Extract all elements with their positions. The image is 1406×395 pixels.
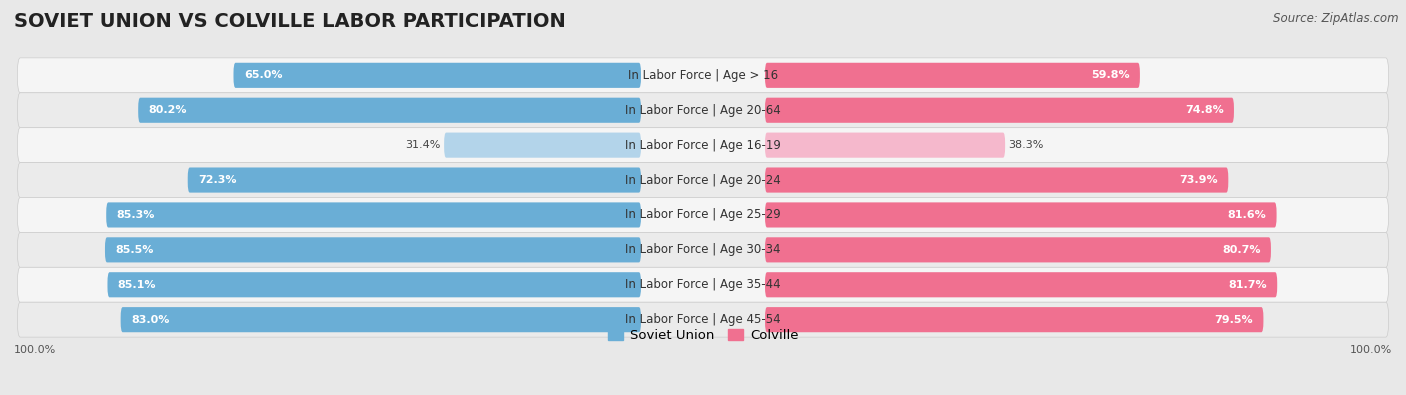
FancyBboxPatch shape <box>17 128 1389 163</box>
Text: In Labor Force | Age > 16: In Labor Force | Age > 16 <box>628 69 778 82</box>
Text: 100.0%: 100.0% <box>1350 345 1392 355</box>
FancyBboxPatch shape <box>765 307 1264 332</box>
Text: In Labor Force | Age 45-54: In Labor Force | Age 45-54 <box>626 313 780 326</box>
Text: 65.0%: 65.0% <box>243 70 283 80</box>
FancyBboxPatch shape <box>107 202 641 228</box>
Text: 73.9%: 73.9% <box>1180 175 1218 185</box>
Text: 74.8%: 74.8% <box>1185 105 1223 115</box>
Text: 80.7%: 80.7% <box>1222 245 1261 255</box>
FancyBboxPatch shape <box>17 232 1389 267</box>
FancyBboxPatch shape <box>17 198 1389 232</box>
Text: 85.3%: 85.3% <box>117 210 155 220</box>
FancyBboxPatch shape <box>107 272 641 297</box>
Text: In Labor Force | Age 30-34: In Labor Force | Age 30-34 <box>626 243 780 256</box>
FancyBboxPatch shape <box>765 98 1234 123</box>
FancyBboxPatch shape <box>138 98 641 123</box>
Text: 72.3%: 72.3% <box>198 175 236 185</box>
Text: In Labor Force | Age 20-64: In Labor Force | Age 20-64 <box>626 104 780 117</box>
Text: Source: ZipAtlas.com: Source: ZipAtlas.com <box>1274 12 1399 25</box>
Text: 85.5%: 85.5% <box>115 245 153 255</box>
FancyBboxPatch shape <box>765 133 1005 158</box>
FancyBboxPatch shape <box>121 307 641 332</box>
Text: SOVIET UNION VS COLVILLE LABOR PARTICIPATION: SOVIET UNION VS COLVILLE LABOR PARTICIPA… <box>14 12 565 31</box>
Text: In Labor Force | Age 25-29: In Labor Force | Age 25-29 <box>626 209 780 222</box>
FancyBboxPatch shape <box>233 63 641 88</box>
Text: 38.3%: 38.3% <box>1008 140 1043 150</box>
Text: 85.1%: 85.1% <box>118 280 156 290</box>
FancyBboxPatch shape <box>17 267 1389 302</box>
Text: In Labor Force | Age 16-19: In Labor Force | Age 16-19 <box>626 139 780 152</box>
FancyBboxPatch shape <box>17 302 1389 337</box>
FancyBboxPatch shape <box>17 58 1389 93</box>
Text: 31.4%: 31.4% <box>405 140 440 150</box>
Text: 79.5%: 79.5% <box>1215 315 1253 325</box>
FancyBboxPatch shape <box>765 202 1277 228</box>
Text: 100.0%: 100.0% <box>14 345 56 355</box>
FancyBboxPatch shape <box>444 133 641 158</box>
FancyBboxPatch shape <box>765 237 1271 262</box>
FancyBboxPatch shape <box>765 63 1140 88</box>
Text: 59.8%: 59.8% <box>1091 70 1129 80</box>
Text: 83.0%: 83.0% <box>131 315 169 325</box>
FancyBboxPatch shape <box>765 167 1229 193</box>
Text: In Labor Force | Age 20-24: In Labor Force | Age 20-24 <box>626 173 780 186</box>
Text: 81.7%: 81.7% <box>1229 280 1267 290</box>
FancyBboxPatch shape <box>105 237 641 262</box>
FancyBboxPatch shape <box>17 93 1389 128</box>
Text: In Labor Force | Age 35-44: In Labor Force | Age 35-44 <box>626 278 780 291</box>
Text: 80.2%: 80.2% <box>149 105 187 115</box>
Legend: Soviet Union, Colville: Soviet Union, Colville <box>602 324 804 347</box>
FancyBboxPatch shape <box>17 163 1389 198</box>
FancyBboxPatch shape <box>188 167 641 193</box>
Text: 81.6%: 81.6% <box>1227 210 1267 220</box>
FancyBboxPatch shape <box>765 272 1277 297</box>
